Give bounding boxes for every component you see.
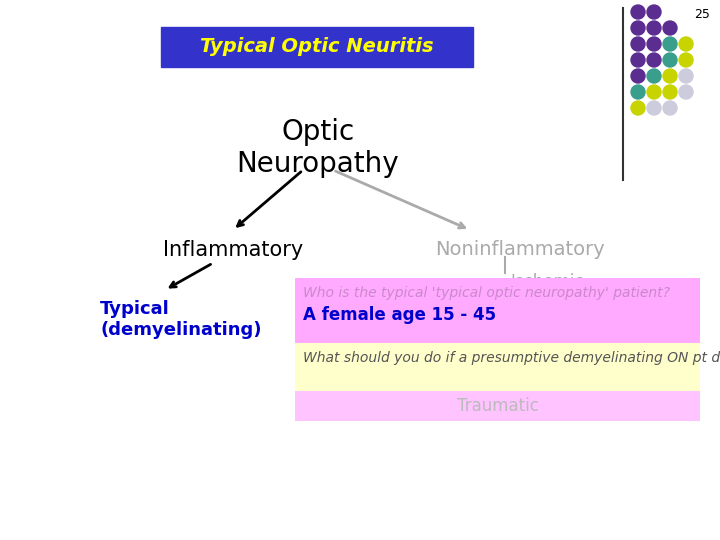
Circle shape: [647, 37, 661, 51]
Circle shape: [663, 21, 677, 35]
Circle shape: [663, 37, 677, 51]
Circle shape: [631, 85, 645, 99]
Circle shape: [663, 53, 677, 67]
Circle shape: [647, 85, 661, 99]
Circle shape: [631, 37, 645, 51]
Circle shape: [663, 85, 677, 99]
Text: Ischemic: Ischemic: [510, 273, 583, 291]
Circle shape: [663, 69, 677, 83]
Circle shape: [631, 53, 645, 67]
Circle shape: [647, 101, 661, 115]
Text: Optic
Neuropathy: Optic Neuropathy: [237, 118, 400, 178]
Text: Typical Optic Neuritis: Typical Optic Neuritis: [200, 37, 434, 57]
Circle shape: [631, 5, 645, 19]
FancyBboxPatch shape: [295, 391, 700, 421]
Circle shape: [679, 37, 693, 51]
Text: 25: 25: [694, 8, 710, 21]
Circle shape: [679, 69, 693, 83]
Text: Typical
(demyelinating): Typical (demyelinating): [100, 300, 261, 339]
Circle shape: [679, 85, 693, 99]
Circle shape: [679, 53, 693, 67]
Text: Inflammatory: Inflammatory: [163, 240, 303, 260]
FancyBboxPatch shape: [161, 27, 473, 67]
FancyBboxPatch shape: [295, 278, 700, 343]
Circle shape: [631, 21, 645, 35]
FancyBboxPatch shape: [295, 343, 700, 391]
Text: Noninflammatory: Noninflammatory: [435, 240, 605, 259]
Circle shape: [631, 69, 645, 83]
Circle shape: [647, 5, 661, 19]
Text: Traumatic: Traumatic: [456, 397, 539, 415]
Circle shape: [647, 53, 661, 67]
Circle shape: [631, 101, 645, 115]
Text: A female age 15 - 45: A female age 15 - 45: [303, 306, 496, 324]
Text: Who is the typical 'typical optic neuropathy' patient?: Who is the typical 'typical optic neurop…: [303, 286, 670, 300]
Circle shape: [647, 21, 661, 35]
Text: What should you do if a presumptive demyelinating ON pt doesn't fit this profile: What should you do if a presumptive demy…: [303, 351, 720, 365]
Circle shape: [647, 69, 661, 83]
Circle shape: [663, 101, 677, 115]
